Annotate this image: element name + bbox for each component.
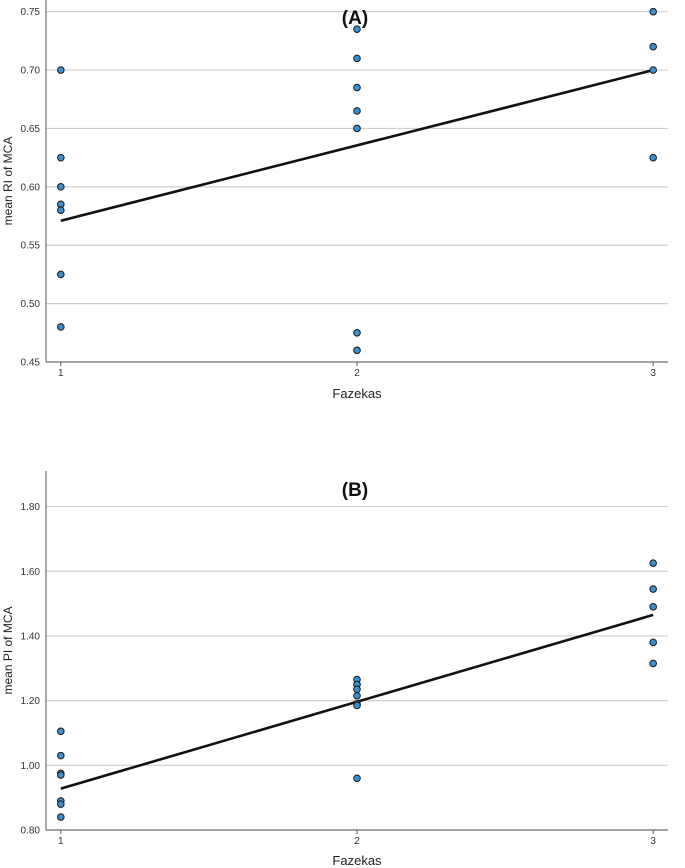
x-axis-title: Fazekas xyxy=(332,386,382,401)
data-point xyxy=(57,270,65,279)
y-tick-label: 0.60 xyxy=(21,182,41,193)
x-tick-label: 1 xyxy=(58,368,64,379)
data-point xyxy=(57,66,65,74)
y-tick-label: 0.55 xyxy=(21,241,41,252)
data-point xyxy=(57,183,65,191)
data-point xyxy=(649,153,657,162)
y-tick-label: 0.50 xyxy=(21,299,41,310)
x-tick-label: 2 xyxy=(354,368,360,379)
x-tick-label: 3 xyxy=(650,836,656,847)
data-point xyxy=(649,7,657,16)
data-point xyxy=(57,751,65,760)
data-point xyxy=(353,54,361,63)
y-tick-label: 0.70 xyxy=(21,66,41,77)
data-point xyxy=(353,83,361,92)
y-axis-title: mean PI of MCA xyxy=(1,606,15,694)
panel-title: (A) xyxy=(342,8,368,29)
y-tick-label: 0.65 xyxy=(21,124,41,135)
data-point xyxy=(57,771,65,779)
data-point xyxy=(353,107,361,115)
data-point xyxy=(649,603,657,611)
panel-a: 0.45 0.50 0.55 0.60 0.65 0.70 0.75 1 2 3 Fazekas me… xyxy=(1,0,668,401)
data-point xyxy=(353,691,361,700)
data-point xyxy=(353,685,361,694)
y-tick-label: 0.75 xyxy=(21,7,41,18)
data-point xyxy=(649,66,657,74)
fit-line xyxy=(60,68,654,222)
data-point xyxy=(57,153,65,162)
data-point xyxy=(649,559,657,567)
x-tick-label: 1 xyxy=(58,836,64,847)
data-point xyxy=(649,585,657,593)
data-point xyxy=(649,638,657,647)
x-tick-label: 2 xyxy=(354,836,360,847)
y-tick-label: 0.80 xyxy=(21,826,41,837)
y-tick-label: 1.20 xyxy=(21,696,41,707)
x-axis-title: Fazekas xyxy=(332,853,382,868)
y-tick-label: 1.80 xyxy=(21,502,41,513)
panel-b: 0.80 1.00 1.20 1.40 1.60 1.80 1 2 3 Fazekas mean P… xyxy=(1,471,668,868)
y-tick-label: 1.60 xyxy=(21,567,41,578)
data-point xyxy=(353,329,361,337)
data-point xyxy=(57,813,65,821)
y-axis-title: mean RI of MCA xyxy=(1,137,15,226)
data-point xyxy=(649,659,657,668)
y-tick-label: 1.00 xyxy=(21,761,41,772)
data-point xyxy=(649,42,657,51)
data-point xyxy=(57,323,65,331)
data-point xyxy=(57,206,65,214)
data-point xyxy=(57,800,65,808)
data-point xyxy=(353,25,361,33)
data-point xyxy=(353,346,361,355)
panel-title: (B) xyxy=(342,480,368,501)
y-tick-label: 1.40 xyxy=(21,631,41,642)
x-tick-label: 3 xyxy=(650,368,656,379)
data-point xyxy=(353,774,361,783)
y-tick-label: 0.45 xyxy=(21,358,41,369)
data-point xyxy=(353,701,361,710)
data-point xyxy=(353,124,361,133)
data-point xyxy=(57,727,65,736)
